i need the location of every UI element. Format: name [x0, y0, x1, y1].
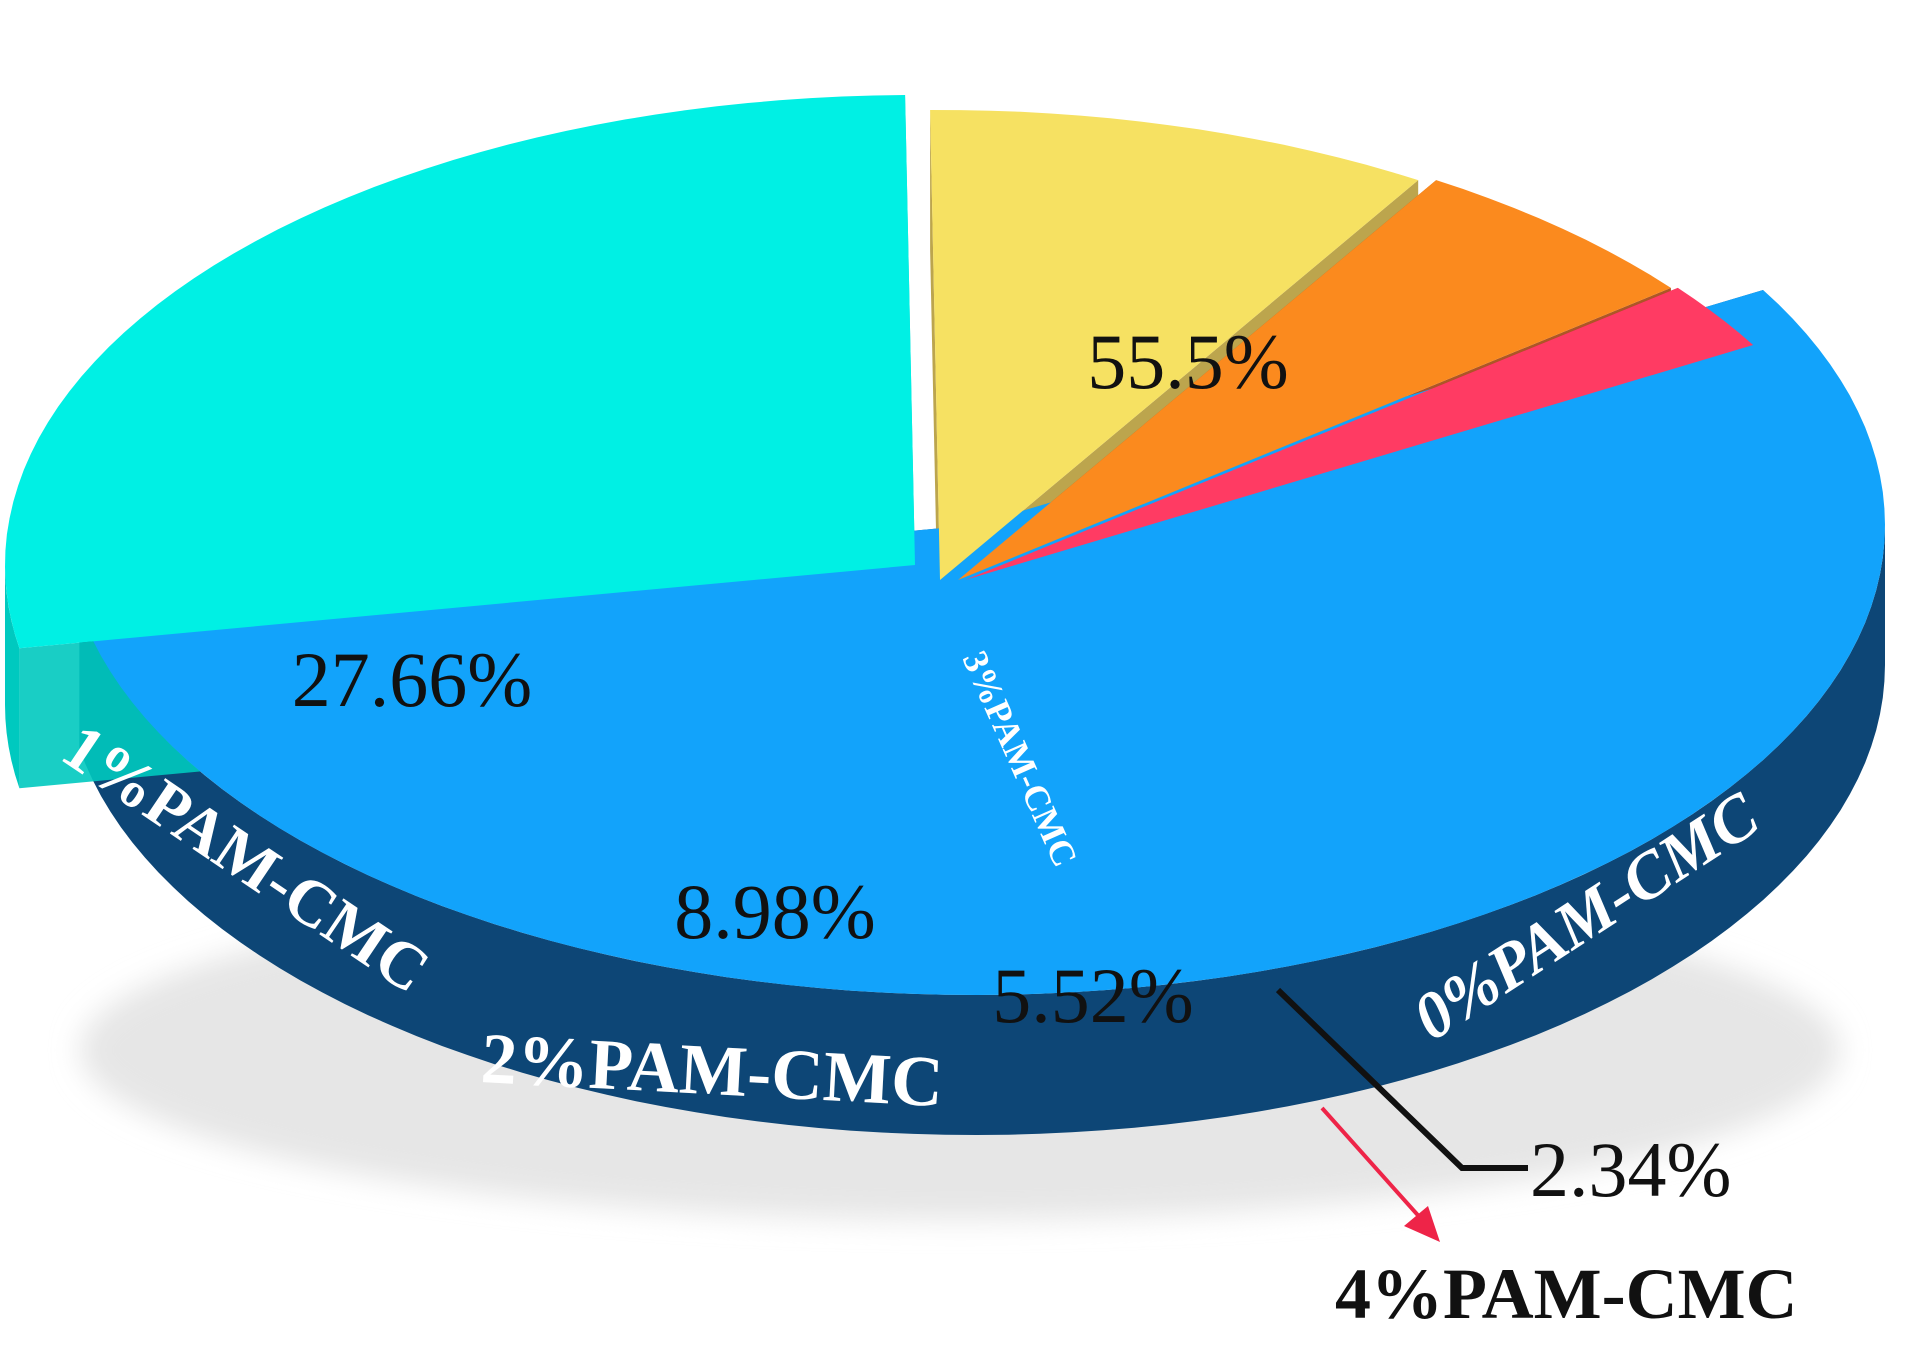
callout-label: 4%PAM-CMC [1335, 1254, 1798, 1334]
callout-arrowhead [1404, 1206, 1440, 1242]
callout-arrow-line [1320, 1106, 1426, 1224]
slice-wall-1 [5, 565, 20, 789]
callout-line [1275, 987, 1528, 1171]
slice-value-1: 27.66% [292, 636, 532, 723]
callout-4pct: 2.34% 4%PAM-CMC [1275, 987, 1798, 1334]
slice-top-0 [79, 290, 1885, 995]
slice-value-0: 55.5% [1087, 318, 1288, 405]
slice-value-3: 5.52% [992, 952, 1193, 1039]
slice-value-2: 8.98% [674, 868, 875, 955]
slice-wall-0 [79, 525, 1885, 1135]
slice-top-2 [930, 110, 1419, 580]
slice-top-3 [958, 180, 1671, 580]
callout-value: 2.34% [1530, 1126, 1731, 1213]
slice-top-1 [5, 95, 915, 649]
pie-top-faces [5, 95, 1885, 995]
slice-top-4 [965, 287, 1754, 580]
